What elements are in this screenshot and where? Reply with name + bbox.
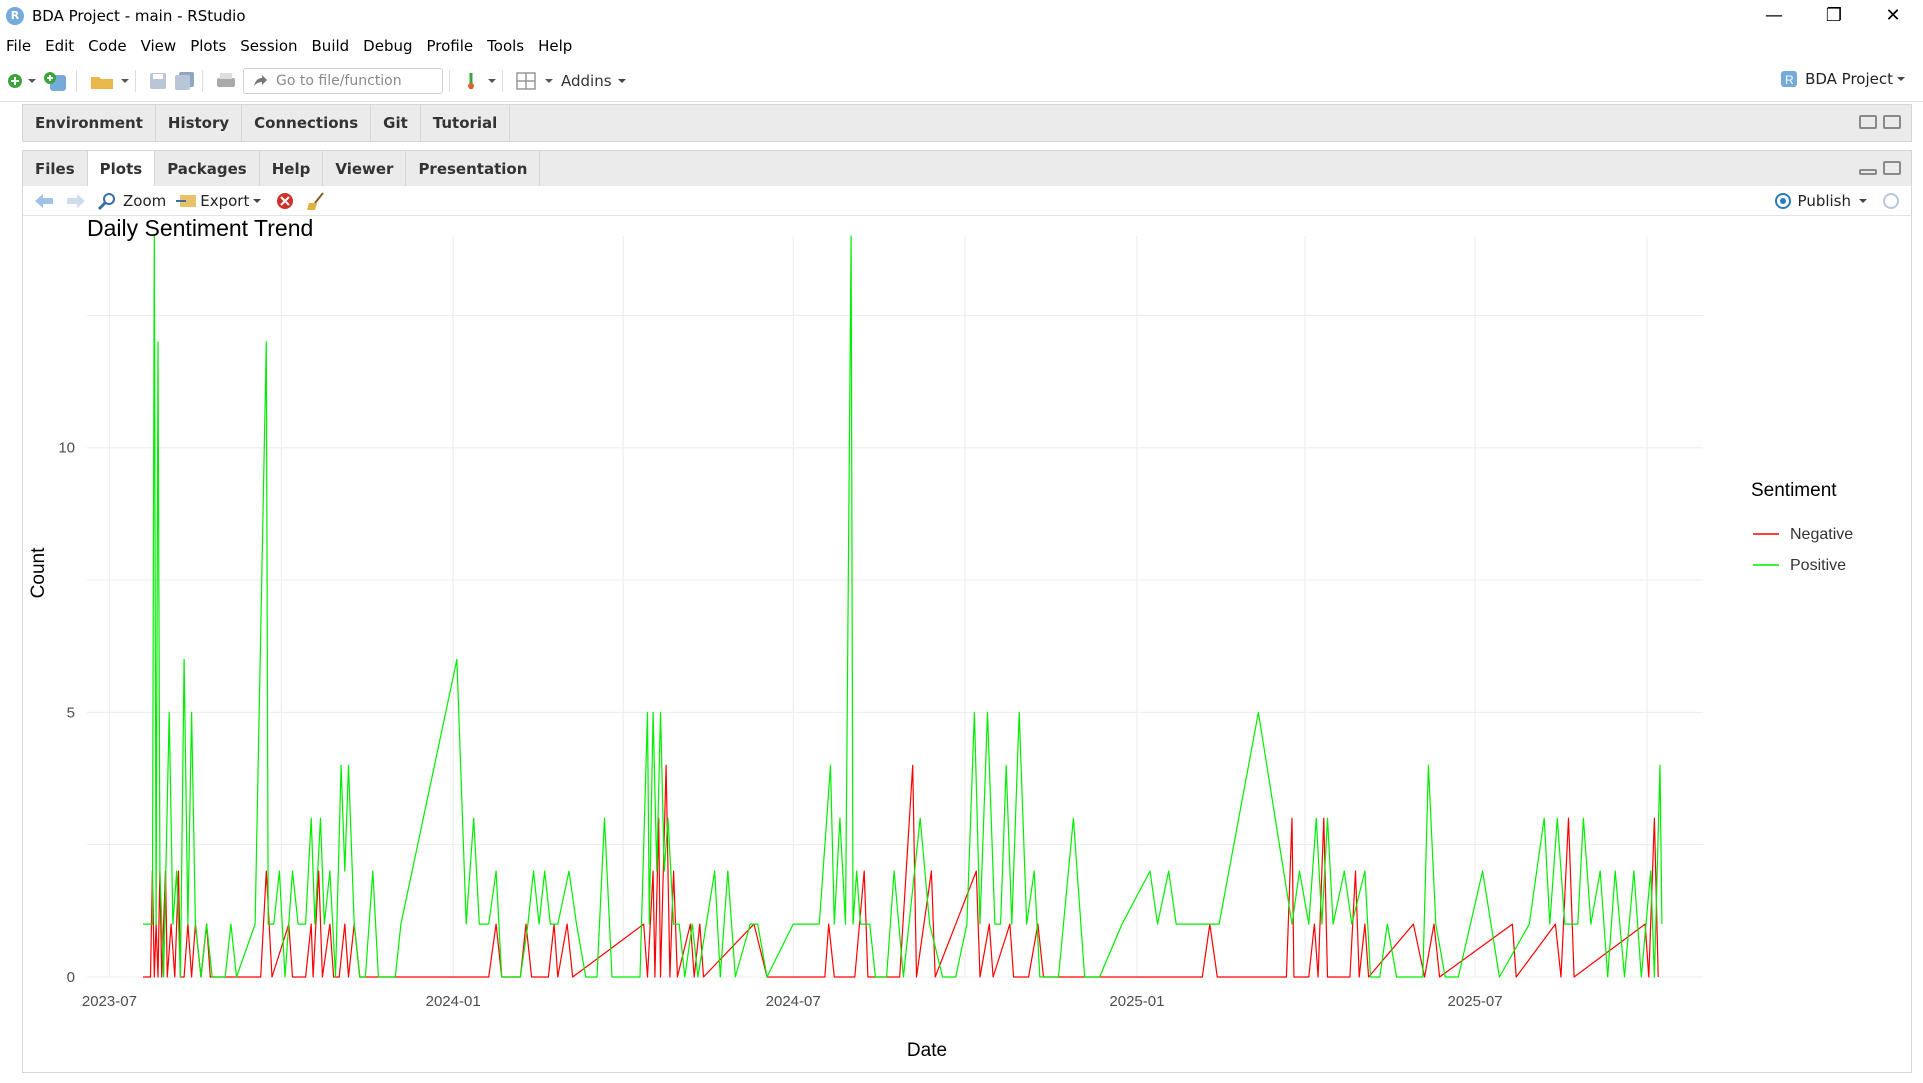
workspace-panes-icon[interactable] (515, 68, 555, 94)
export-label: Export (200, 191, 250, 210)
y-axis-label: Count (28, 547, 49, 598)
menu-bar: File Edit Code View Plots Session Build … (0, 32, 1923, 60)
arrow-icon (254, 74, 267, 86)
x-tick-label: 2024-07 (766, 993, 821, 1010)
plots-pane-tabs: Files Plots Packages Help Viewer Present… (22, 150, 1912, 187)
addins-button[interactable]: Addins (561, 68, 630, 94)
close-button[interactable]: ✕ (1885, 5, 1901, 26)
y-tick-label: 5 (67, 704, 75, 721)
menu-edit[interactable]: Edit (45, 37, 75, 55)
main-toolbar: Go to file/function Addins (0, 60, 1923, 102)
environment-pane: Environment History Connections Git Tuto… (22, 104, 1912, 142)
save-all-icon[interactable] (174, 68, 196, 94)
x-tick-label: 2025-07 (1448, 993, 1503, 1010)
print-icon[interactable] (215, 68, 237, 94)
goto-placeholder: Go to file/function (276, 72, 402, 89)
series-line-positive (143, 235, 1663, 978)
x-tick-label: 2025-01 (1109, 993, 1164, 1010)
chevron-down-icon (253, 198, 262, 203)
x-tick-label: 2023-07 (82, 993, 137, 1010)
tab-history[interactable]: History (156, 105, 243, 141)
y-tick-label: 0 (67, 969, 75, 986)
menu-profile[interactable]: Profile (426, 37, 474, 55)
svg-text:R: R (1785, 73, 1794, 87)
git-icon[interactable] (462, 68, 496, 94)
open-file-icon[interactable] (89, 68, 129, 94)
plot-viewer: 0 5 10 2023-07 2024-01 2024-07 2025-01 2025-07 … (22, 215, 1912, 1073)
project-menu[interactable]: R BDA Project (1779, 69, 1909, 89)
minimize-button[interactable]: — (1765, 5, 1783, 26)
export-button[interactable]: Export (176, 192, 265, 210)
rstudio-logo-icon: R (6, 7, 24, 25)
window-titlebar: R BDA Project - main - RStudio — ❐ ✕ (0, 0, 1923, 32)
tab-presentation[interactable]: Presentation (406, 151, 541, 187)
export-icon (176, 194, 197, 207)
chart-series-lines (143, 235, 1663, 978)
addins-label: Addins (561, 71, 612, 90)
zoom-label: Zoom (123, 191, 167, 210)
plot-toolbar: Zoom Export Publish (22, 186, 1912, 216)
menu-build[interactable]: Build (311, 37, 350, 55)
tab-files[interactable]: Files (23, 151, 88, 187)
new-project-icon[interactable] (42, 68, 70, 94)
clear-all-broom-icon[interactable] (305, 191, 327, 211)
remove-plot-icon[interactable] (275, 191, 295, 211)
minimize-pane-icon[interactable] (1859, 169, 1877, 175)
menu-tools[interactable]: Tools (487, 37, 525, 55)
magnifier-icon (97, 192, 115, 210)
back-arrow-icon[interactable] (33, 192, 55, 210)
x-tick-label: 2024-01 (426, 993, 481, 1010)
menu-plots[interactable]: Plots (190, 37, 227, 55)
publish-label: Publish (1797, 191, 1851, 210)
menu-help[interactable]: Help (538, 37, 573, 55)
tab-help[interactable]: Help (260, 151, 324, 187)
chevron-down-icon (1859, 198, 1867, 203)
chart-title: Daily Sentiment Trend (87, 216, 313, 241)
forward-arrow-icon[interactable] (65, 192, 87, 210)
chevron-down-icon (617, 78, 626, 83)
window-title: BDA Project - main - RStudio (32, 7, 246, 25)
project-label: BDA Project (1805, 70, 1893, 88)
tab-tutorial[interactable]: Tutorial (421, 105, 511, 141)
tab-connections[interactable]: Connections (242, 105, 372, 141)
legend-title: Sentiment (1751, 480, 1837, 501)
menu-debug[interactable]: Debug (363, 37, 413, 55)
menu-file[interactable]: File (6, 37, 32, 55)
restore-pane-icon[interactable] (1883, 161, 1901, 175)
tab-plots[interactable]: Plots (87, 151, 156, 187)
goto-file-input[interactable]: Go to file/function (243, 67, 443, 94)
publish-button[interactable]: Publish (1772, 192, 1871, 210)
tab-environment[interactable]: Environment (23, 105, 156, 141)
publish-icon (1774, 192, 1791, 209)
maximize-button[interactable]: ❐ (1825, 5, 1843, 26)
tab-git[interactable]: Git (371, 105, 421, 141)
zoom-button[interactable]: Zoom (97, 191, 166, 211)
chart-legend: Sentiment Negative Positive (1751, 480, 1853, 574)
refresh-icon[interactable] (1881, 191, 1901, 211)
chart-axes: 0 5 10 2023-07 2024-01 2024-07 2025-01 2025-07 (58, 440, 1502, 1010)
save-icon[interactable] (148, 68, 168, 94)
menu-code[interactable]: Code (88, 37, 127, 55)
new-file-icon[interactable] (6, 68, 36, 94)
menu-view[interactable]: View (140, 37, 177, 55)
project-icon: R (1781, 71, 1798, 87)
legend-label-positive: Positive (1790, 557, 1846, 574)
x-axis-label: Date (907, 1040, 947, 1061)
restore-pane-icon[interactable] (1859, 115, 1877, 129)
y-tick-label: 10 (58, 440, 75, 457)
chart-grid (87, 236, 1703, 978)
legend-label-negative: Negative (1790, 526, 1853, 543)
maximize-pane-icon[interactable] (1883, 115, 1901, 129)
chevron-down-icon (1897, 77, 1905, 81)
tab-packages[interactable]: Packages (155, 151, 260, 187)
tab-viewer[interactable]: Viewer (323, 151, 407, 187)
menu-session[interactable]: Session (240, 37, 298, 55)
